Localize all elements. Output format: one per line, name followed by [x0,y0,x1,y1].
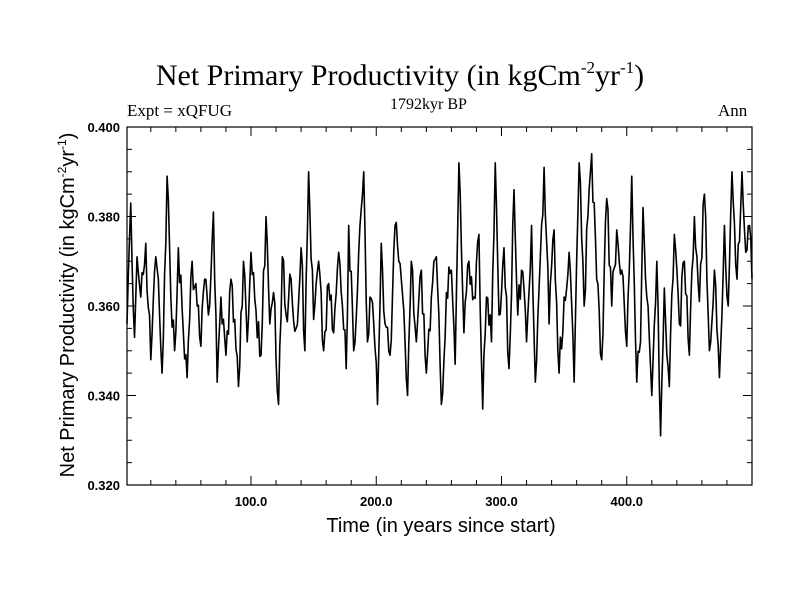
x-axis-label: Time (in years since start) [326,515,555,537]
y-tick-label: 0.360 [87,299,120,314]
y-tick-label: 0.400 [87,120,120,135]
x-tick-label: 400.0 [610,494,643,509]
x-tick-label: 200.0 [360,494,393,509]
y-tick-label: 0.320 [87,478,120,493]
y-tick-label: 0.340 [87,389,120,404]
y-tick-label: 0.380 [87,210,120,225]
period-label: 1792kyr BP [390,96,467,113]
x-tick-label: 300.0 [485,494,518,509]
y-axis-label: Net Primary Productivity (in kgCm-2yr-1) [55,133,79,478]
season-label: Ann [718,101,748,120]
x-tick-label: 100.0 [235,494,268,509]
experiment-label: Expt = xQFUG [127,101,232,120]
npp-series-line [126,153,753,437]
chart-title: Net Primary Productivity (in kgCm-2yr-1) [155,58,645,92]
